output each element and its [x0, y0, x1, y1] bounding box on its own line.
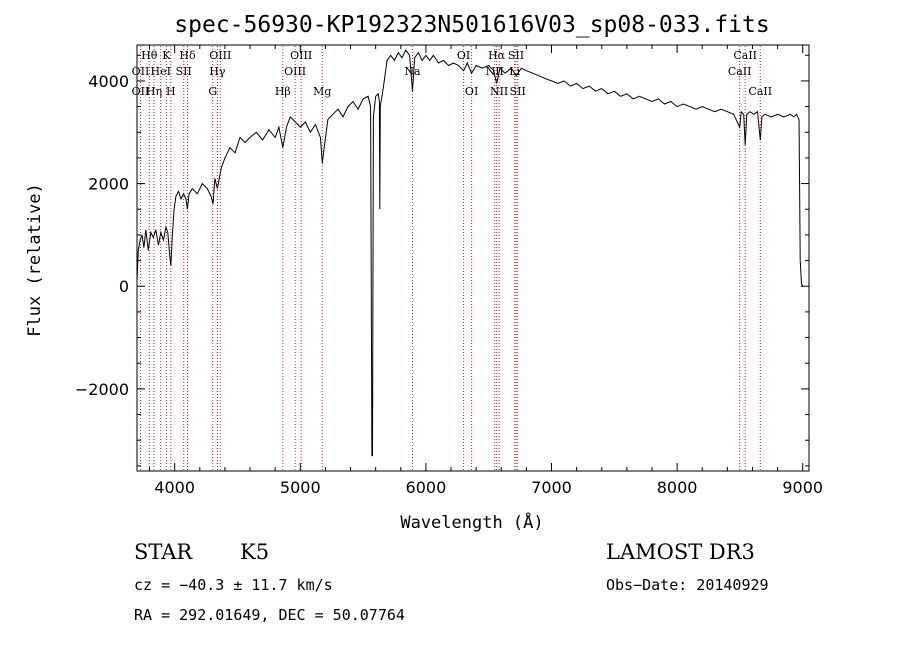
x-axis-label: Wavelength (Å)	[400, 511, 543, 533]
x-tick-label: 6000	[406, 478, 447, 497]
plot-frame	[136, 44, 810, 472]
coordinates: RA = 292.01649, DEC = 50.07764	[134, 606, 405, 624]
y-tick-label: −2000	[75, 380, 129, 399]
line-label: Hβ	[275, 85, 291, 98]
line-label: SII	[510, 85, 526, 98]
y-tick-label: 2000	[88, 175, 129, 194]
line-label: OIII	[209, 49, 231, 62]
x-tick-label: 8000	[657, 478, 698, 497]
line-label: SII	[176, 65, 192, 78]
redshift-info: cz = −40.3 ± 11.7 km/s	[134, 576, 333, 594]
line-label: Hδ	[179, 49, 196, 62]
line-label: Hα	[488, 49, 506, 62]
line-label: Hθ	[141, 49, 158, 62]
line-label: NII	[486, 65, 504, 78]
line-label: CaII	[748, 85, 772, 98]
line-label: Li	[509, 65, 520, 78]
x-tick-label: 9000	[782, 478, 823, 497]
line-label: OII	[132, 65, 150, 78]
line-label: OI	[457, 49, 470, 62]
spectral-line-markers	[140, 46, 761, 470]
y-tick-label: 0	[119, 277, 129, 296]
spectral-line-labels: HθHηOIIOIIHeIKHSIIHδGHγOIIIHβOIIIOIIIMgN…	[132, 49, 772, 98]
line-label: HeI	[151, 65, 171, 78]
y-tick-label: 4000	[88, 72, 129, 91]
chart-title: spec-56930-KP192323N501616V03_sp08-033.f…	[174, 12, 769, 38]
line-label: OIII	[290, 49, 312, 62]
observation-date: Obs−Date: 20140929	[606, 576, 769, 594]
line-label: H	[166, 85, 176, 98]
line-label: K	[162, 49, 171, 62]
line-label: Mg	[313, 85, 331, 98]
line-label: CaII	[733, 49, 757, 62]
line-label: CaII	[728, 65, 752, 78]
y-axis-label: Flux (relative)	[25, 183, 45, 337]
line-label: OII	[132, 85, 150, 98]
x-tick-label: 4000	[154, 478, 195, 497]
line-label: G	[208, 85, 217, 98]
line-label: Na	[404, 65, 421, 78]
object-class: STAR	[134, 540, 193, 564]
line-label: OIII	[284, 65, 306, 78]
x-tick-label: 7000	[531, 478, 572, 497]
line-label: Hγ	[209, 65, 226, 78]
x-axis-ticks: 4000 5000 6000 7000 8000 9000	[149, 45, 823, 497]
spectral-subclass: K5	[240, 540, 269, 564]
y-axis-ticks: −2000 0 2000 4000	[75, 54, 809, 467]
line-label: NII	[490, 85, 508, 98]
x-tick-label: 5000	[280, 478, 321, 497]
line-label: SII	[508, 49, 524, 62]
series-line-flux	[136, 49, 804, 457]
survey-name: LAMOST DR3	[606, 540, 755, 564]
line-label: OI	[465, 85, 478, 98]
line-label: Hη	[146, 85, 162, 98]
